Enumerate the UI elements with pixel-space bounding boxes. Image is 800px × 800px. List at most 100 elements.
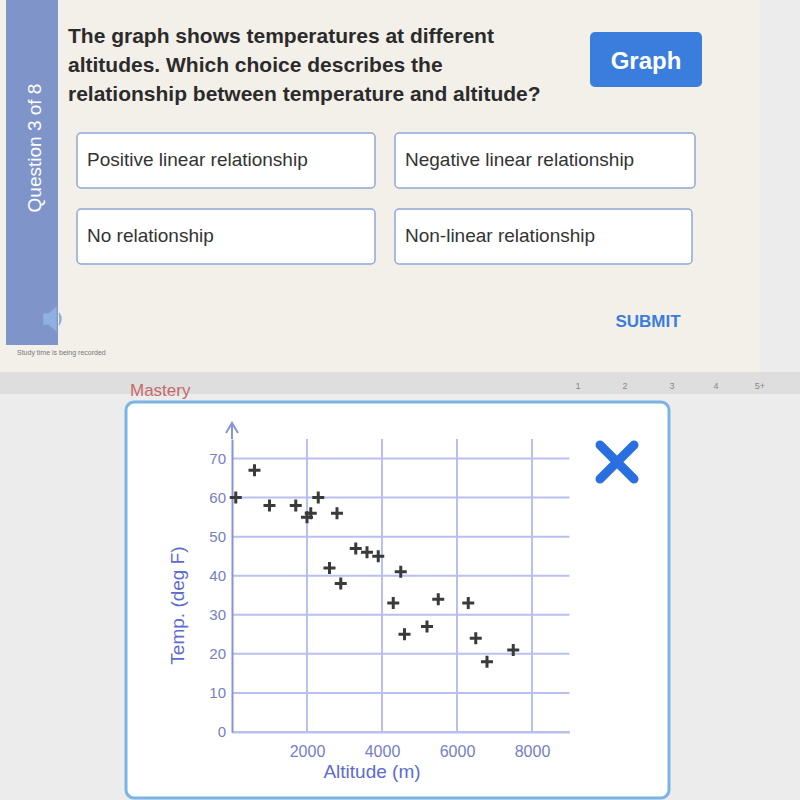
chart-frame	[126, 402, 669, 798]
y-tick-label: 10	[209, 684, 226, 701]
point	[399, 628, 411, 640]
question-text: altitudes. Which choice describes the	[68, 53, 443, 76]
x-tick-label: 2000	[290, 743, 326, 760]
grid-line-x	[456, 439, 458, 732]
answer-text[interactable]: Non-linear relationship	[405, 225, 595, 246]
graph-button-label[interactable]: Graph	[611, 47, 682, 74]
question-text: relationship between temperature and alt…	[68, 82, 541, 105]
point	[264, 499, 276, 511]
answer-option[interactable]: Negative linear relationship	[395, 133, 695, 188]
status-text: Study time is being recorded	[17, 349, 106, 357]
submit-button[interactable]: SUBMIT	[615, 312, 681, 331]
y-tick-label: 30	[209, 606, 226, 623]
answer-box[interactable]	[395, 133, 695, 188]
point	[507, 644, 519, 656]
grid-line-x	[531, 439, 533, 732]
answer-option[interactable]: Positive linear relationship	[77, 133, 375, 188]
points	[230, 464, 520, 667]
step-number: 5+	[755, 381, 765, 391]
answer-box[interactable]	[77, 133, 375, 188]
y-axis: 0 10 20 30 40 50 60 70	[209, 440, 232, 741]
answer-option[interactable]: Non-linear relationship	[395, 209, 692, 264]
point	[395, 566, 407, 578]
answer-box[interactable]	[395, 209, 692, 264]
point	[335, 578, 347, 590]
y-axis-line	[232, 440, 234, 733]
point	[387, 597, 399, 609]
grid	[232, 439, 570, 732]
answer-box[interactable]	[77, 209, 375, 264]
y-tick: 20	[209, 645, 232, 662]
grid-line-x	[306, 439, 308, 732]
point	[290, 499, 302, 511]
y-tick: 70	[209, 450, 232, 467]
audio-icon[interactable]	[44, 308, 61, 330]
answer-text[interactable]: Positive linear relationship	[87, 149, 308, 170]
y-tick-label: 0	[218, 723, 226, 740]
point	[372, 550, 384, 562]
background	[0, 0, 800, 800]
close-button[interactable]	[600, 445, 634, 479]
point	[470, 632, 482, 644]
point	[305, 507, 317, 519]
question-strip	[6, 0, 58, 345]
x-tick-label: 8000	[515, 743, 551, 760]
graph-button-bg[interactable]	[590, 32, 702, 87]
quiz-panel	[0, 0, 760, 372]
x-tick: 6000	[440, 732, 476, 760]
y-tick: 60	[209, 489, 232, 506]
point	[350, 542, 362, 554]
header-bar	[0, 372, 800, 394]
grid-line-y	[232, 692, 570, 694]
y-tick: 0	[218, 723, 232, 740]
grid-line-y	[232, 458, 570, 460]
grid-line-y	[232, 653, 570, 655]
y-tick: 10	[209, 684, 232, 701]
graph-button[interactable]: Graph	[590, 32, 702, 87]
scatter-chart: 2000 4000 6000 8000 0 10 20 30 40 50 60 70 Temp. (de…	[167, 423, 570, 782]
answer-text[interactable]: Negative linear relationship	[405, 149, 634, 170]
grid-line-y	[232, 497, 570, 499]
x-tick: 2000	[290, 732, 326, 760]
point	[331, 507, 343, 519]
point	[481, 656, 493, 668]
point	[312, 492, 324, 504]
y-tick-label: 70	[209, 450, 226, 467]
y-tick-label: 60	[209, 489, 226, 506]
grid-line-y	[232, 731, 570, 733]
y-tick-label: 20	[209, 645, 226, 662]
step-number: 4	[713, 381, 718, 391]
y-tick: 50	[209, 528, 232, 545]
y-tick: 30	[209, 606, 232, 623]
close-icon[interactable]	[600, 445, 634, 479]
point	[432, 593, 444, 605]
grid-line-y	[232, 536, 570, 538]
x-tick-label: 4000	[365, 743, 401, 760]
x-tick: 8000	[515, 732, 551, 760]
point	[230, 492, 242, 504]
x-axis-title: Altitude (m)	[323, 761, 420, 782]
grid-line-y	[232, 614, 570, 616]
y-tick: 40	[209, 567, 232, 584]
x-axis: 2000 4000 6000 8000	[233, 732, 571, 760]
question-text: The graph shows temperatures at differen…	[68, 24, 494, 47]
x-tick: 4000	[365, 732, 401, 760]
point	[324, 562, 336, 574]
mastery-label: Mastery	[130, 381, 191, 400]
answer-option[interactable]: No relationship	[77, 209, 375, 264]
grid-line-x	[381, 439, 383, 732]
point	[249, 464, 261, 476]
step-number: 1	[575, 381, 580, 391]
step-number: 3	[669, 381, 674, 391]
point	[462, 597, 474, 609]
x-tick-label: 6000	[440, 743, 476, 760]
y-tick-label: 40	[209, 567, 226, 584]
question-label: Question 3 of 8	[24, 84, 45, 213]
x-axis-line	[233, 732, 571, 734]
step-number: 2	[622, 381, 627, 391]
y-tick-label: 50	[209, 528, 226, 545]
point	[421, 621, 433, 633]
point	[361, 546, 373, 558]
y-axis-title: Temp. (deg F)	[167, 546, 188, 664]
answer-text[interactable]: No relationship	[87, 225, 214, 246]
